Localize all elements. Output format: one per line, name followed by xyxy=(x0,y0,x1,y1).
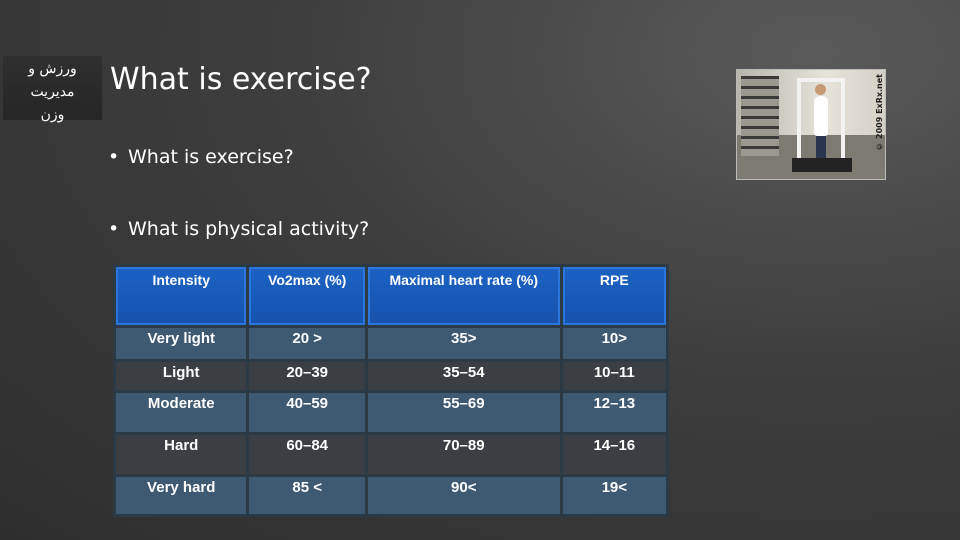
header-max-heart-rate: Maximal heart rate (%) xyxy=(367,267,560,325)
cell-vo2max: 20 > xyxy=(249,328,365,359)
photo-person-head xyxy=(815,84,826,95)
cell-rpe: 10> xyxy=(562,328,666,359)
header-intensity: Intensity xyxy=(116,267,247,325)
table-row: Hard 60–84 70–89 14–16 xyxy=(116,435,666,474)
cell-vo2max: 40–59 xyxy=(249,393,365,432)
cell-intensity: Moderate xyxy=(116,393,247,432)
treadmill-photo: © 2009 ExRx.net xyxy=(736,69,886,180)
header-vo2max: Vo2max (%) xyxy=(249,267,365,325)
cell-heart-rate: 55–69 xyxy=(367,393,560,432)
cell-vo2max: 60–84 xyxy=(249,435,365,474)
bullet-list: • What is exercise? • What is physical act… xyxy=(108,146,369,290)
photo-rack xyxy=(741,76,779,156)
table-row: Moderate 40–59 55–69 12–13 xyxy=(116,393,666,432)
intensity-table: Intensity Vo2max (%) Maximal heart rate … xyxy=(113,264,669,517)
table-header-row: Intensity Vo2max (%) Maximal heart rate … xyxy=(116,267,666,325)
photo-person-torso xyxy=(814,96,828,136)
table-row: Light 20–39 35–54 10–11 xyxy=(116,362,666,390)
cell-intensity: Very light xyxy=(116,328,247,359)
bullet-text: What is physical activity? xyxy=(128,218,370,240)
cell-heart-rate: 35> xyxy=(367,328,560,359)
cell-rpe: 19< xyxy=(562,477,666,514)
cell-heart-rate: 90< xyxy=(367,477,560,514)
photo-treadmill-frame xyxy=(797,78,845,170)
photo-credit: © 2009 ExRx.net xyxy=(875,74,884,151)
side-tag-line-1: ورزش و xyxy=(28,61,77,77)
bullet-item: • What is physical activity? xyxy=(108,218,369,290)
cell-intensity: Hard xyxy=(116,435,247,474)
bullet-item: • What is exercise? xyxy=(108,146,369,218)
photo-person-legs xyxy=(816,132,826,158)
table-row: Very light 20 > 35> 10> xyxy=(116,328,666,359)
table-row: Very hard 85 < 90< 19< xyxy=(116,477,666,514)
bullet-text: What is exercise? xyxy=(128,146,294,168)
cell-vo2max: 85 < xyxy=(249,477,365,514)
side-tag-line-2: مدیریت xyxy=(30,84,75,100)
bullet-dot: • xyxy=(108,146,120,168)
cell-heart-rate: 35–54 xyxy=(367,362,560,390)
side-tag-line-3: وزن xyxy=(40,107,65,123)
side-tag: ورزش و مدیریت وزن xyxy=(3,56,102,123)
slide-title: What is exercise? xyxy=(110,62,372,97)
cell-vo2max: 20–39 xyxy=(249,362,365,390)
header-rpe: RPE xyxy=(562,267,666,325)
cell-rpe: 14–16 xyxy=(562,435,666,474)
photo-treadmill-belt xyxy=(792,158,852,172)
cell-rpe: 10–11 xyxy=(562,362,666,390)
bullet-dot: • xyxy=(108,218,120,240)
cell-intensity: Very hard xyxy=(116,477,247,514)
cell-intensity: Light xyxy=(116,362,247,390)
cell-heart-rate: 70–89 xyxy=(367,435,560,474)
cell-rpe: 12–13 xyxy=(562,393,666,432)
